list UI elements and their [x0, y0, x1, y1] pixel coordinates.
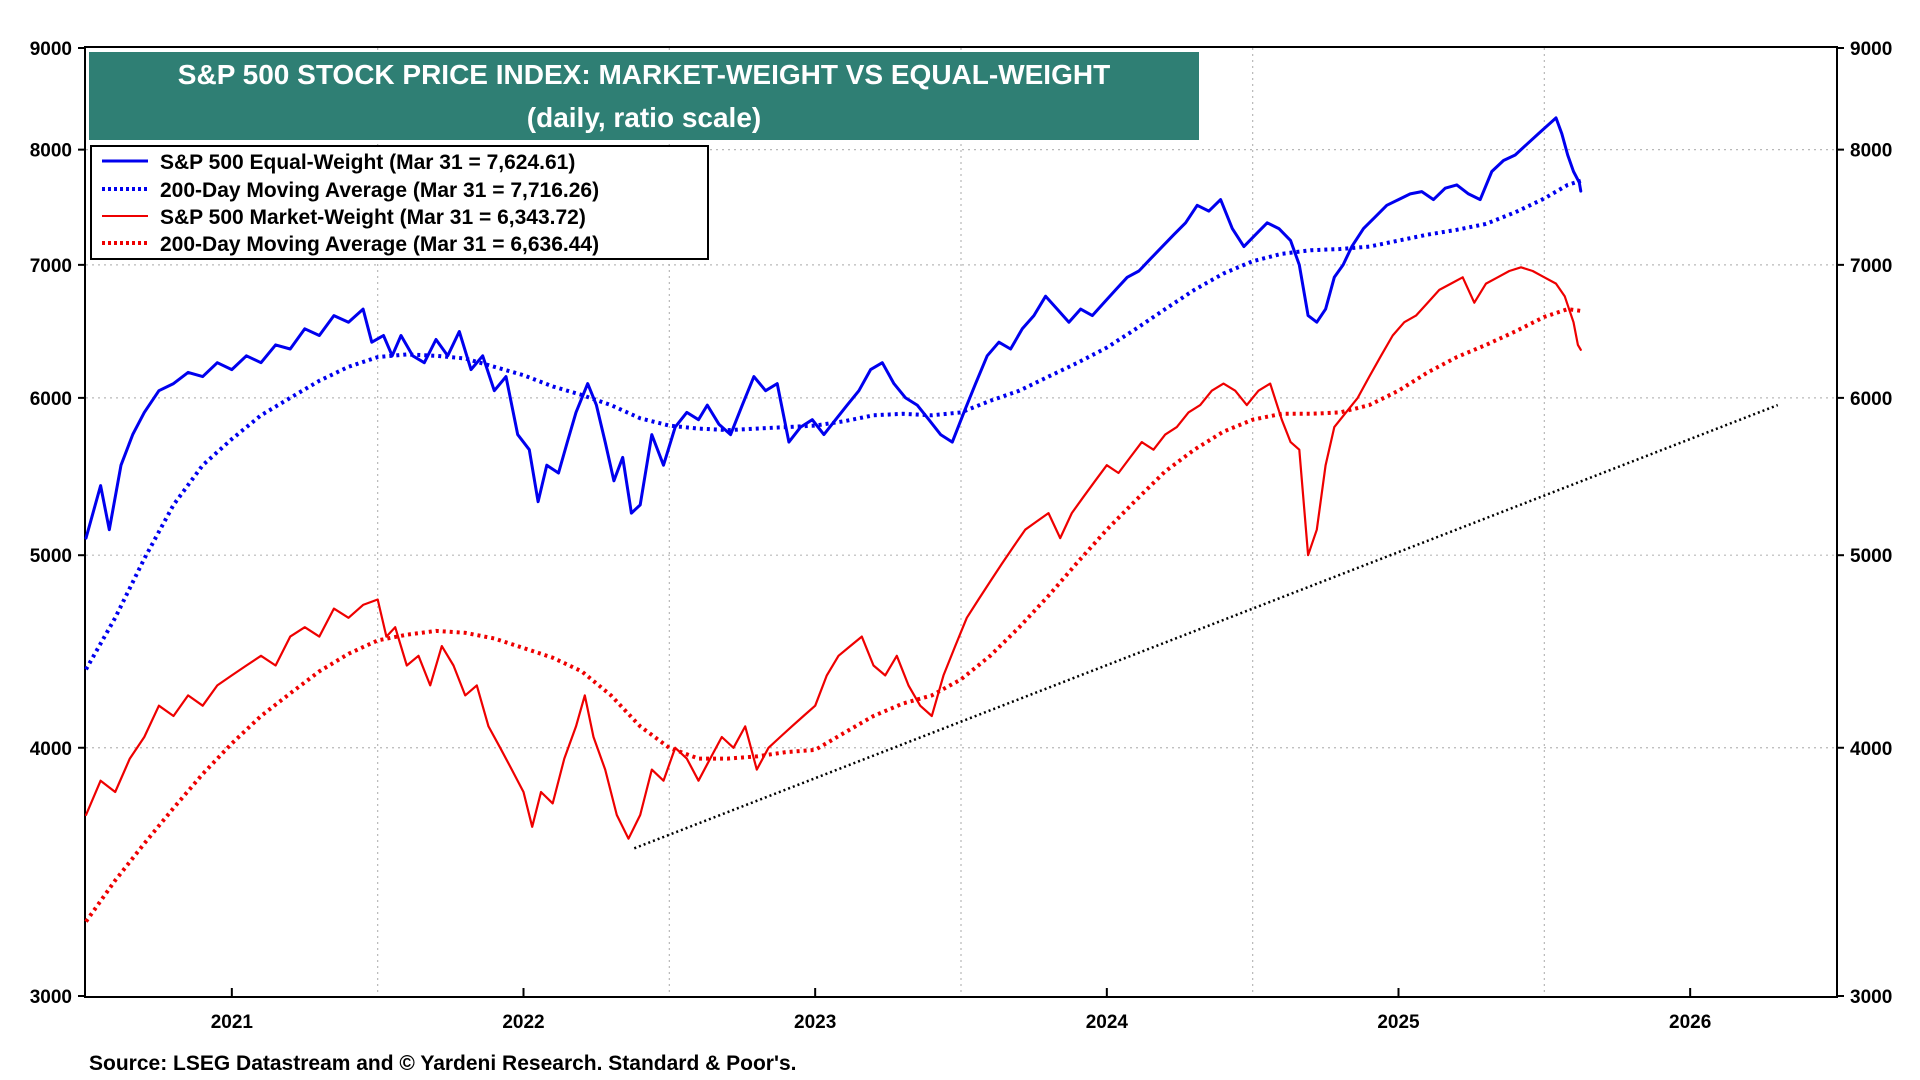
x-axis: 2021 2022 2023 2024 2025 2026 — [211, 1012, 1712, 1033]
ytick-label-right-4000: 4000 — [1850, 739, 1892, 760]
legend-item-mw: S&P 500 Market-Weight (Mar 31 = 6,343.72… — [102, 206, 586, 229]
ytick-label-left-9000: 9000 — [30, 39, 72, 60]
series-layer — [84, 116, 1779, 923]
legend-item-mw-ma: 200-Day Moving Average (Mar 31 = 6,636.4… — [102, 233, 599, 256]
ytick-label-left-3000: 3000 — [30, 987, 72, 1008]
grid — [78, 47, 1844, 997]
ytick-label-right-3000: 3000 — [1850, 987, 1892, 1008]
legend-item-ew: S&P 500 Equal-Weight (Mar 31 = 7,624.61) — [102, 151, 575, 174]
legend-item-ew-ma: 200-Day Moving Average (Mar 31 = 7,716.2… — [102, 179, 599, 202]
ytick-label-left-5000: 5000 — [30, 546, 72, 567]
xtick-label-2025: 2025 — [1377, 1012, 1420, 1033]
xtick-label-2022: 2022 — [502, 1012, 544, 1033]
series-line-s-p-500-market-weight — [84, 266, 1582, 840]
chart-title: S&P 500 STOCK PRICE INDEX: MARKET-WEIGHT… — [178, 59, 1110, 90]
legend-label-ew: S&P 500 Equal-Weight (Mar 31 = 7,624.61) — [160, 151, 575, 174]
ytick-label-right-7000: 7000 — [1850, 256, 1892, 277]
ytick-label-right-8000: 8000 — [1850, 141, 1892, 162]
ytick-label-left-8000: 8000 — [30, 141, 72, 162]
ytick-label-right-5000: 5000 — [1850, 546, 1892, 567]
legend-label-mw: S&P 500 Market-Weight (Mar 31 = 6,343.72… — [160, 206, 586, 229]
series-line-200-day-moving-average-market-weight — [84, 307, 1582, 923]
series-line-200-day-moving-average-equal-weight — [84, 178, 1582, 671]
ytick-label-right-6000: 6000 — [1850, 389, 1892, 410]
xtick-label-2024: 2024 — [1086, 1012, 1129, 1033]
ytick-label-left-6000: 6000 — [30, 389, 72, 410]
legend-label-ew-ma: 200-Day Moving Average (Mar 31 = 7,716.2… — [160, 179, 599, 202]
ytick-label-right-9000: 9000 — [1850, 39, 1892, 60]
chart-subtitle: (daily, ratio scale) — [527, 102, 761, 133]
ytick-label-left-7000: 7000 — [30, 256, 72, 277]
series-line-trend-line — [633, 403, 1779, 850]
legend-box — [90, 145, 709, 260]
xtick-label-2021: 2021 — [211, 1012, 254, 1033]
legend-label-mw-ma: 200-Day Moving Average (Mar 31 = 6,636.4… — [160, 233, 599, 256]
xtick-label-2026: 2026 — [1669, 1012, 1711, 1033]
series-line-s-p-500-equal-weight — [84, 116, 1583, 540]
title-box — [89, 52, 1199, 140]
source-note: Source: LSEG Datastream and © Yardeni Re… — [89, 1052, 796, 1075]
y-axis: 9000 9000 8000 8000 7000 7000 6000 6000 5000 5000… — [30, 39, 1893, 1008]
ytick-label-left-4000: 4000 — [30, 739, 72, 760]
xtick-label-2023: 2023 — [794, 1012, 836, 1033]
